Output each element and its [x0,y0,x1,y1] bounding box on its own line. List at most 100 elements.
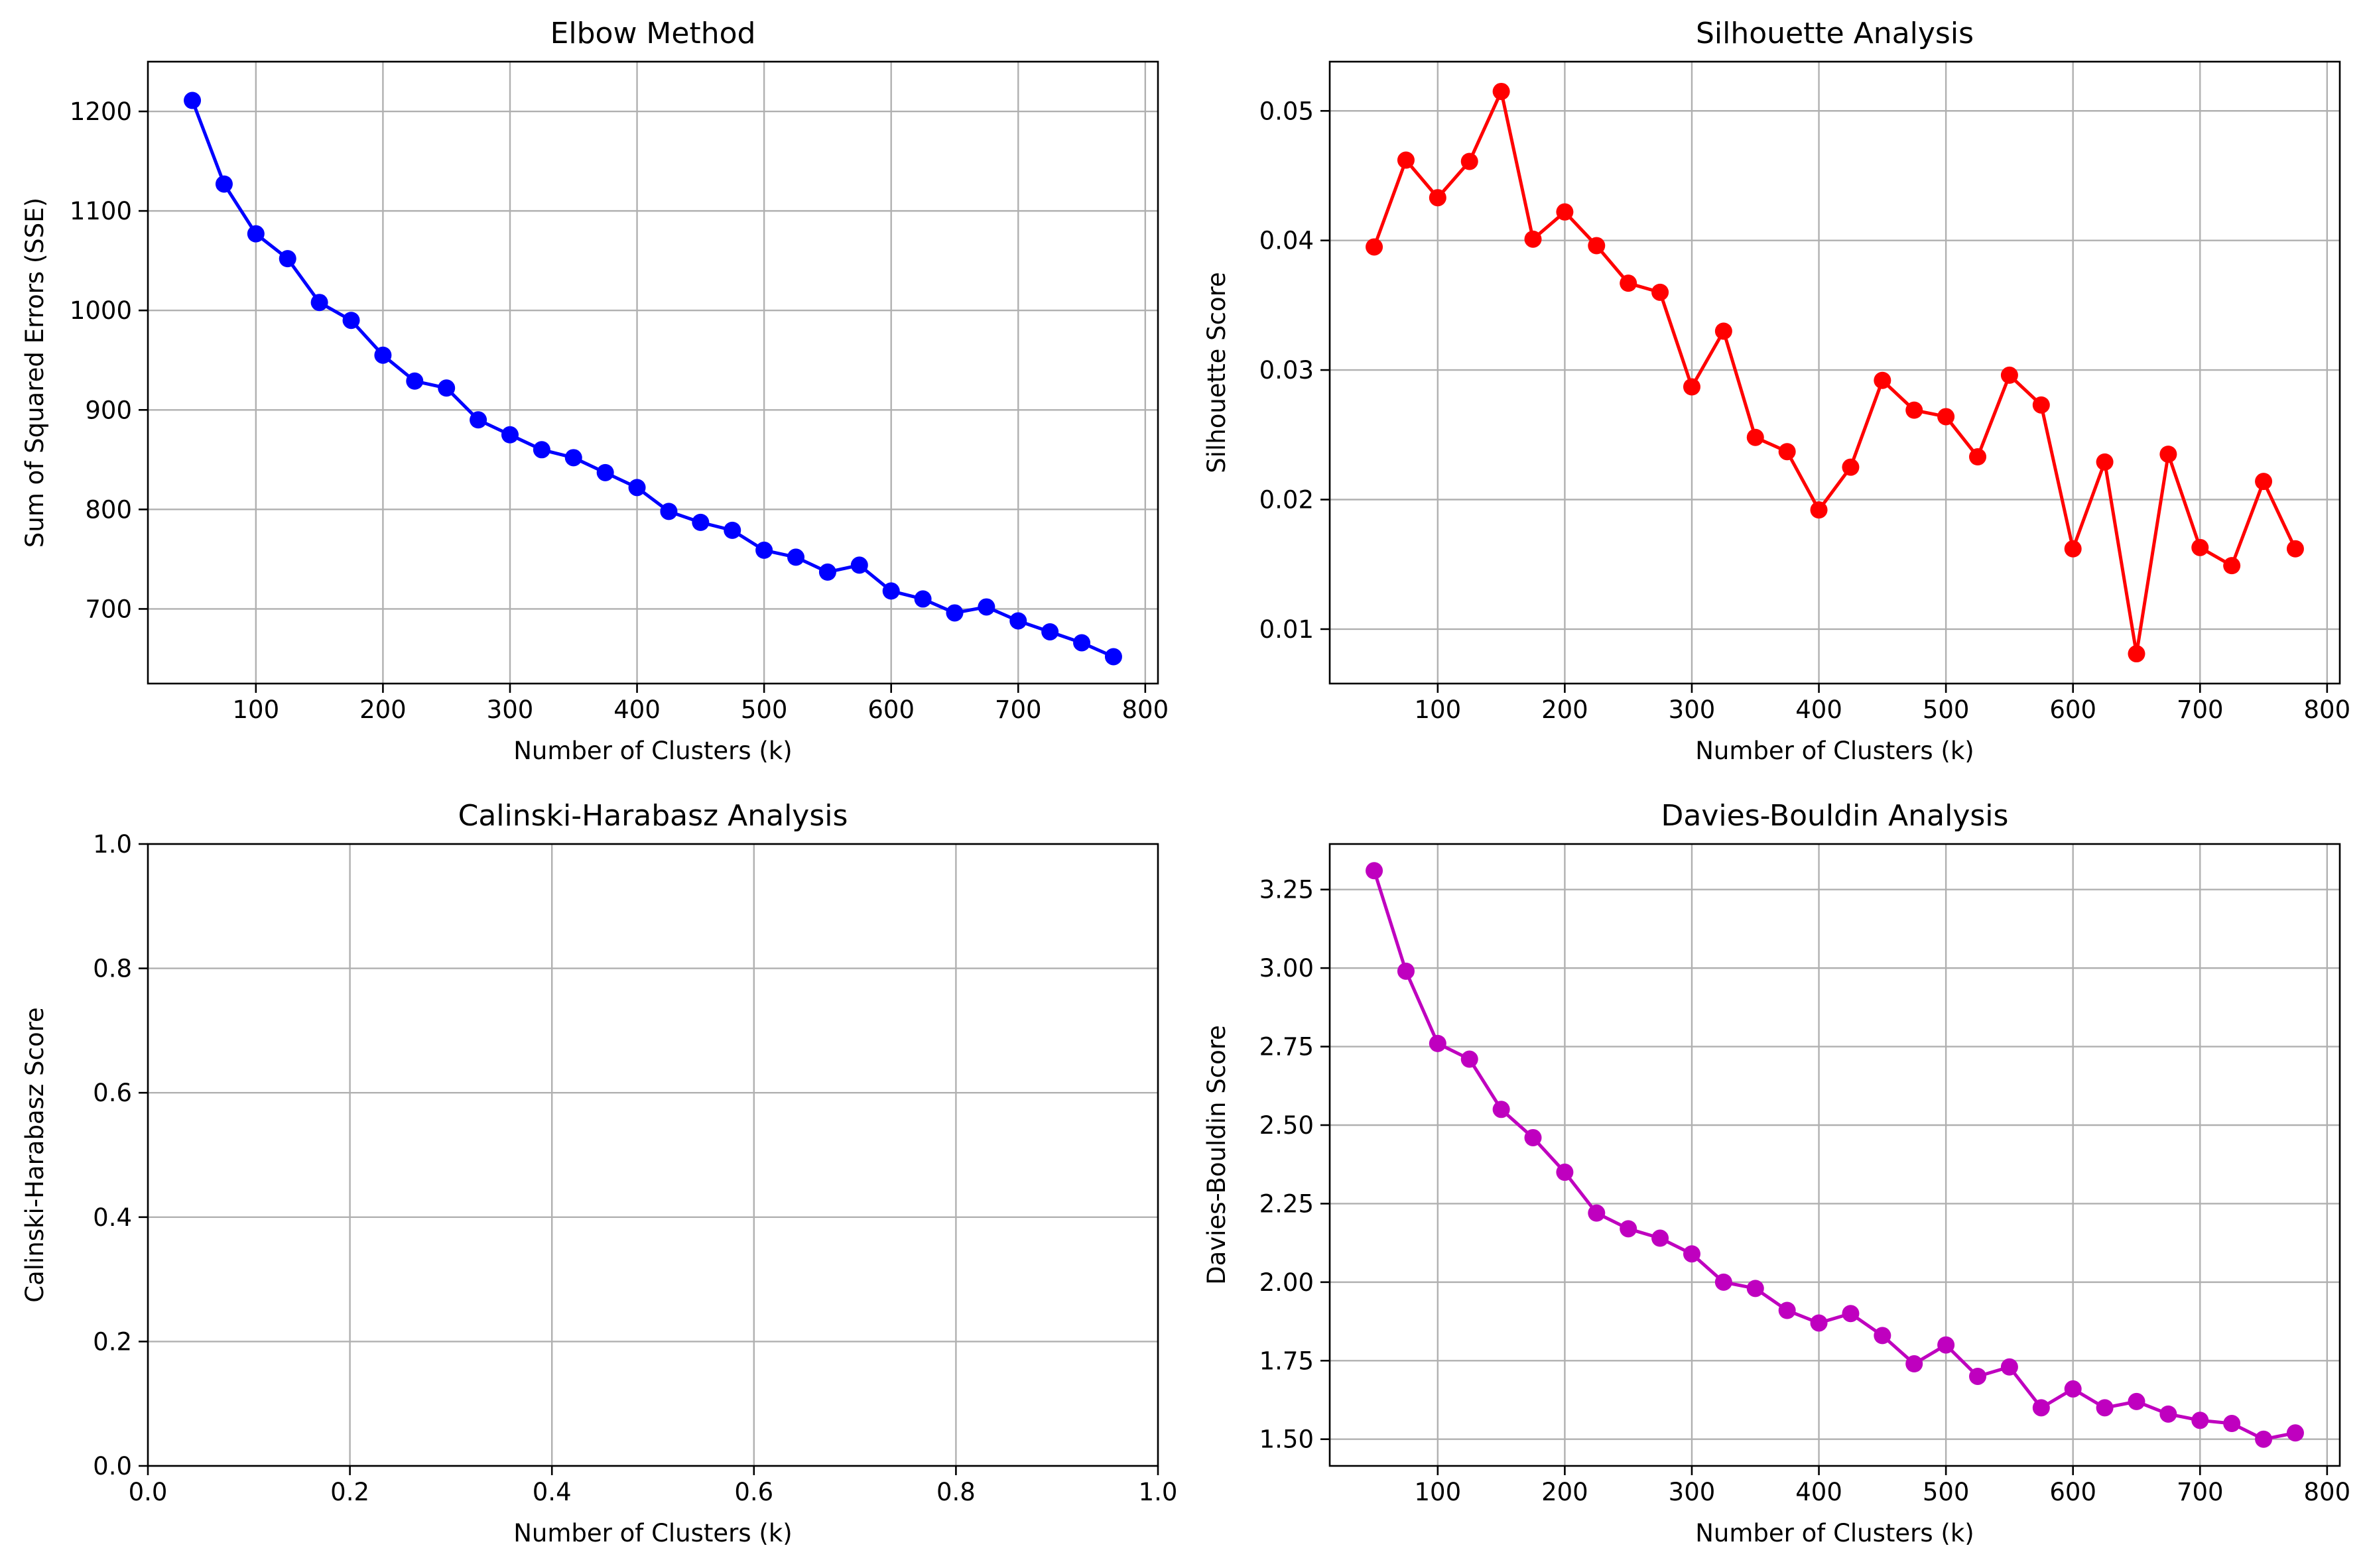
data-point [2286,540,2304,558]
axes-frame [147,60,1159,685]
y-tick-label: 0.2 [93,1327,132,1356]
x-tick-label: 300 [487,695,534,724]
y-tick-label: 3.00 [1259,954,1314,983]
data-point [1937,1336,1955,1354]
x-tick-label: 0.8 [936,1478,976,1506]
x-tick-label: 100 [1415,695,1462,724]
data-point [2128,645,2145,663]
y-axis-label: Silhouette Score [1202,272,1231,473]
y-tick-label: 700 [85,595,132,623]
y-tick-label: 2.00 [1259,1268,1314,1297]
data-point [215,175,233,193]
data-point [818,563,836,581]
y-tick-label: 0.04 [1259,227,1314,255]
data-point [2064,540,2082,558]
x-tick-label: 400 [1795,695,1842,724]
y-tick-label: 1000 [70,296,132,325]
data-point [2128,1392,2145,1410]
data-point [342,312,360,330]
data-point [978,598,995,616]
series-line [190,99,1114,658]
data-point [438,379,456,397]
data-point [1810,501,1828,519]
y-tick-label: 2.50 [1259,1111,1314,1140]
data-point [2096,453,2114,471]
data-point [1969,1367,1987,1385]
data-point [724,521,741,539]
axes-frame [1328,60,2341,685]
x-axis-label: Number of Clusters (k) [1695,737,1974,765]
data-point [1556,203,1574,221]
y-tick-label: 0.4 [93,1203,132,1232]
x-tick-label: 300 [1669,1478,1716,1506]
data-point [596,463,614,481]
data-point [310,294,328,312]
subplot-2: 100 200 300 400 500 600 700 800 0.01 0.02 0.03 0.04… [1202,17,2350,765]
data-point [501,426,519,444]
y-tick-label: 0.03 [1259,356,1314,385]
data-point [1746,428,1764,446]
y-axis-label: Sum of Squared Errors (SSE) [21,198,49,548]
data-point [564,449,582,467]
data-point [1905,1355,1923,1373]
data-point [1041,623,1059,640]
data-point [2255,473,2273,491]
data-point [184,91,202,109]
y-tick-label: 0.02 [1259,486,1314,514]
data-point [2255,1430,2273,1448]
data-point [1683,378,1700,396]
data-point [628,479,646,497]
data-point [2032,1399,2050,1417]
data-point [533,441,550,459]
data-point [2000,366,2018,384]
data-point [1874,1327,1891,1345]
data-point [2223,1415,2241,1433]
data-point [1937,408,1955,426]
data-point [247,225,265,243]
data-point [2064,1380,2082,1398]
x-tick-label: 700 [2177,695,2224,724]
subplot-3: 0.0 0.2 0.4 0.6 0.8 1.0 0.0 0.2 0.4 0.6 0.8 1.0 Cali… [21,799,1177,1547]
data-point [755,541,773,559]
data-point [946,604,964,622]
data-point [374,346,392,364]
y-tick-label: 900 [85,396,132,424]
data-point [1104,648,1122,666]
x-tick-label: 600 [2049,695,2096,724]
data-point [914,590,932,608]
data-point [2286,1424,2304,1442]
x-tick-label: 700 [2177,1478,2224,1506]
subplot-title: Davies-Bouldin Analysis [1661,799,2009,833]
y-tick-label: 1.75 [1259,1347,1314,1375]
data-point [882,582,900,600]
data-point [1397,962,1415,980]
x-tick-label: 300 [1669,695,1716,724]
data-point [2191,538,2209,556]
data-point [1588,237,1606,255]
data-point [850,556,868,574]
x-tick-label: 500 [1923,1478,1970,1506]
series-line [1372,870,2296,1441]
y-tick-label: 1.50 [1259,1425,1314,1454]
x-axis-label: Number of Clusters (k) [513,1519,792,1547]
y-tick-label: 0.6 [93,1079,132,1107]
data-point [279,250,296,268]
data-point [1778,1301,1796,1319]
data-point [1778,443,1796,461]
series-line [1372,90,2297,656]
data-point [2096,1399,2114,1417]
data-point [1714,1273,1732,1291]
x-tick-label: 400 [613,695,661,724]
x-tick-label: 600 [2049,1478,2096,1506]
subplot-title: Elbow Method [550,17,756,50]
data-point [1556,1164,1574,1181]
data-point [1969,448,1987,466]
subplot-title: Calinski-Harabasz Analysis [458,799,848,833]
x-tick-label: 400 [1795,1478,1842,1506]
data-point [1842,1305,1860,1323]
x-tick-label: 0.4 [533,1478,572,1506]
y-tick-label: 0.05 [1259,97,1314,125]
y-tick-label: 2.25 [1259,1189,1314,1218]
x-tick-label: 100 [1415,1478,1462,1506]
data-point [406,372,424,390]
